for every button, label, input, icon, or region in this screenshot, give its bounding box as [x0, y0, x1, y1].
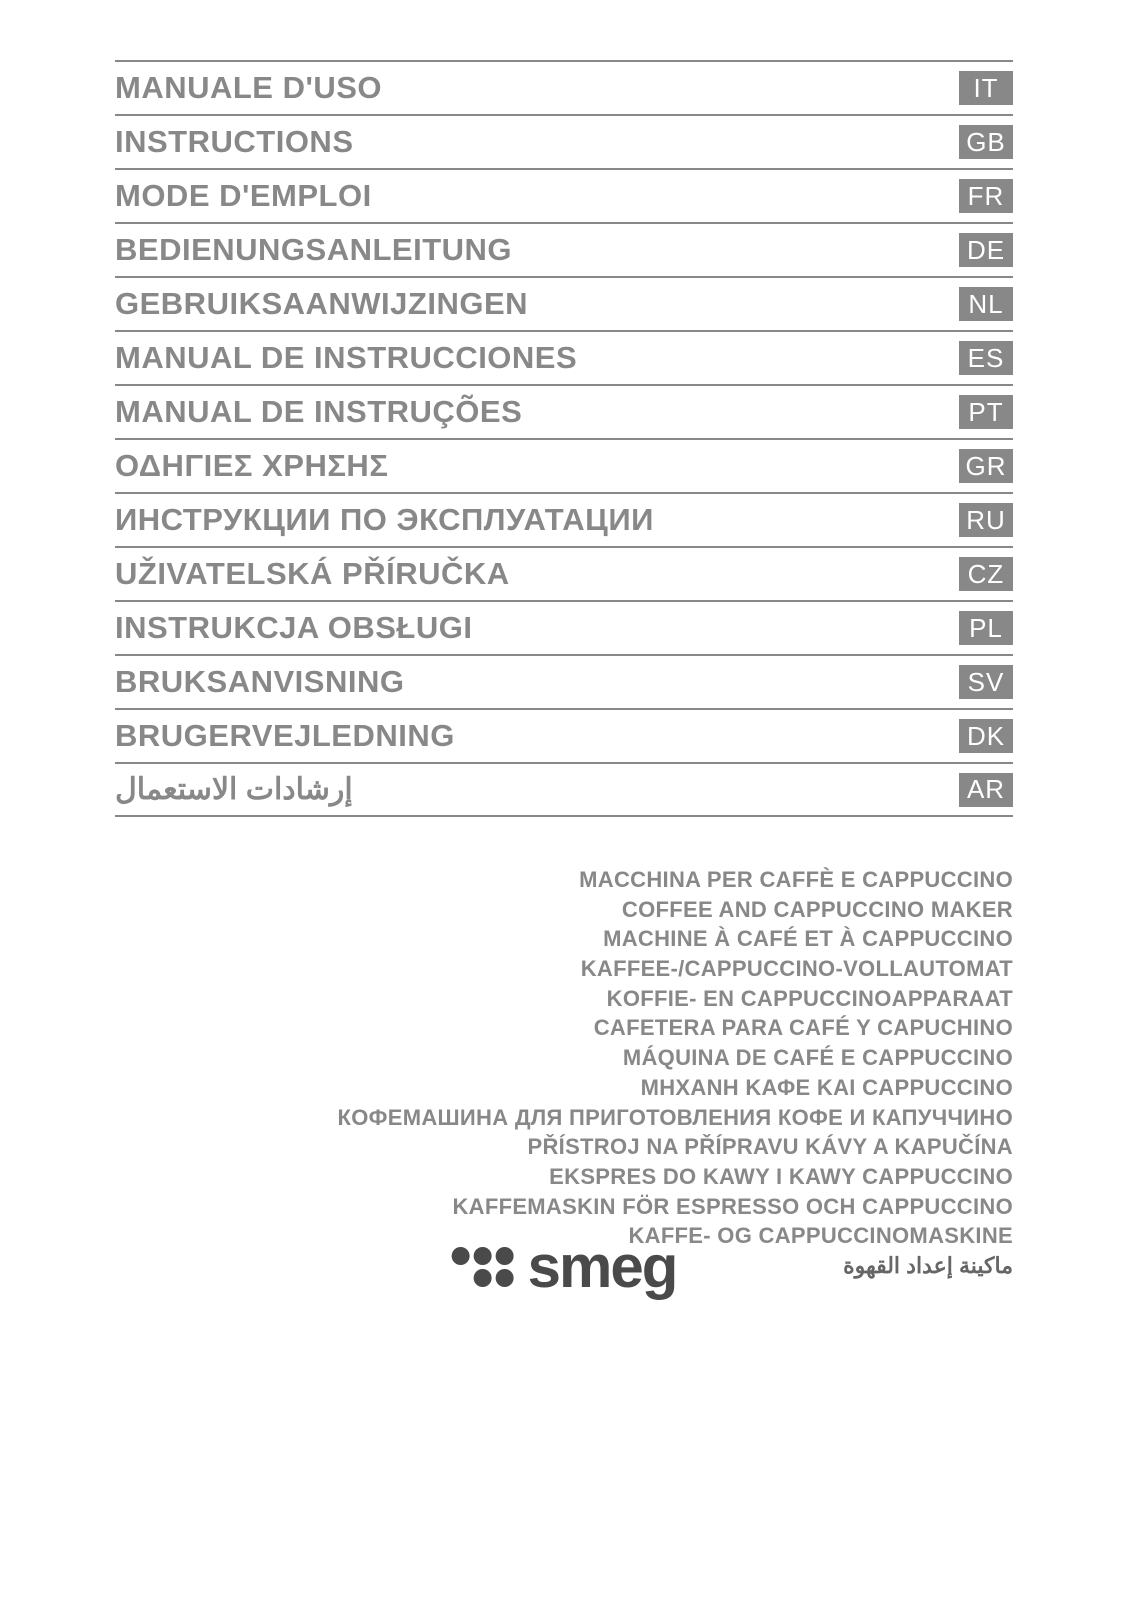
language-badge: DK: [959, 719, 1013, 753]
document-page: MANUALE D'USO IT INSTRUCTIONS GB MODE D'EMPL…: [0, 0, 1128, 1321]
product-name-line: COFFEE AND CAPPUCCINO MAKER: [115, 895, 1013, 925]
brand-logo: smeg: [452, 1232, 677, 1301]
language-title: ИНСТРУКЦИИ ПО ЭКСПЛУАТАЦИИ: [115, 502, 654, 538]
product-name-list: MACCHINA PER CAFFÈ E CAPPUCCINOCOFFEE AN…: [115, 865, 1013, 1281]
language-badge: ES: [959, 341, 1013, 375]
product-name-line: PŘÍSTROJ NA PŘÍPRAVU KÁVY A KAPUČÍNA: [115, 1132, 1013, 1162]
language-list: MANUALE D'USO IT INSTRUCTIONS GB MODE D'EMPL…: [115, 60, 1013, 817]
logo-dots-icon: [452, 1247, 514, 1287]
product-name-line: КОФЕМАШИНА ДЛЯ ПРИГОТОВЛЕНИЯ КОФЕ И КАПУ…: [115, 1103, 1013, 1133]
language-row: BEDIENUNGSANLEITUNG DE: [115, 222, 1013, 276]
language-title: MANUAL DE INSTRUÇÕES: [115, 394, 522, 430]
language-row: ИНСТРУКЦИИ ПО ЭКСПЛУАТАЦИИ RU: [115, 492, 1013, 546]
product-name-line: KAFFEMASKIN FÖR ESPRESSO OCH CAPPUCCINO: [115, 1192, 1013, 1222]
product-name-line: EKSPRES DO KAWY I KAWY CAPPUCCINO: [115, 1162, 1013, 1192]
product-name-line: KOFFIE- EN CAPPUCCINOAPPARAAT: [115, 984, 1013, 1014]
language-row: INSTRUCTIONS GB: [115, 114, 1013, 168]
language-title: INSTRUKCJA OBSŁUGI: [115, 610, 472, 646]
language-title: إرشادات الاستعمال: [115, 772, 353, 807]
language-title: GEBRUIKSAANWIJZINGEN: [115, 286, 528, 322]
language-badge: SV: [959, 665, 1013, 699]
language-title: BRUKSANVISNING: [115, 664, 404, 700]
product-name-line: MÁQUINA DE CAFÉ E CAPPUCCINO: [115, 1043, 1013, 1073]
language-row: MANUALE D'USO IT: [115, 60, 1013, 114]
language-title: ΟΔΗΓΙΕΣ ΧΡΗΣΗΣ: [115, 448, 388, 484]
language-row: GEBRUIKSAANWIJZINGEN NL: [115, 276, 1013, 330]
language-row: BRUGERVEJLEDNING DK: [115, 708, 1013, 762]
brand-name: smeg: [528, 1232, 677, 1301]
language-badge: GB: [959, 125, 1013, 159]
product-name-line: CAFETERA PARA CAFÉ Y CAPUCHINO: [115, 1013, 1013, 1043]
language-row: BRUKSANVISNING SV: [115, 654, 1013, 708]
language-row: MODE D'EMPLOI FR: [115, 168, 1013, 222]
product-name-line: MACCHINA PER CAFFÈ E CAPPUCCINO: [115, 865, 1013, 895]
language-row: INSTRUKCJA OBSŁUGI PL: [115, 600, 1013, 654]
product-name-line: KAFFEE-/CAPPUCCINO-VOLLAUTOMAT: [115, 954, 1013, 984]
language-title: UŽIVATELSKÁ PŘÍRUČKA: [115, 556, 510, 592]
language-title: MANUALE D'USO: [115, 70, 382, 106]
language-row: MANUAL DE INSTRUCCIONES ES: [115, 330, 1013, 384]
language-badge: AR: [959, 773, 1013, 807]
language-title: BEDIENUNGSANLEITUNG: [115, 232, 512, 268]
language-row: ΟΔΗΓΙΕΣ ΧΡΗΣΗΣ GR: [115, 438, 1013, 492]
language-title: INSTRUCTIONS: [115, 124, 354, 160]
language-badge: RU: [959, 503, 1013, 537]
language-badge: DE: [959, 233, 1013, 267]
language-row: UŽIVATELSKÁ PŘÍRUČKA CZ: [115, 546, 1013, 600]
language-title: MODE D'EMPLOI: [115, 178, 372, 214]
language-badge: NL: [959, 287, 1013, 321]
language-badge: PT: [959, 395, 1013, 429]
language-badge: IT: [959, 71, 1013, 105]
language-row: MANUAL DE INSTRUÇÕES PT: [115, 384, 1013, 438]
language-row: إرشادات الاستعمال AR: [115, 762, 1013, 817]
language-title: MANUAL DE INSTRUCCIONES: [115, 340, 577, 376]
product-name-line: MACHINE À CAFÉ ET À CAPPUCCINO: [115, 924, 1013, 954]
language-badge: CZ: [959, 557, 1013, 591]
language-badge: PL: [959, 611, 1013, 645]
language-badge: FR: [959, 179, 1013, 213]
product-name-line: ΜΗΧΑΝΗ ΚΑΦΕ ΚΑΙ CAPPUCCINO: [115, 1073, 1013, 1103]
language-badge: GR: [959, 449, 1013, 483]
language-title: BRUGERVEJLEDNING: [115, 718, 455, 754]
